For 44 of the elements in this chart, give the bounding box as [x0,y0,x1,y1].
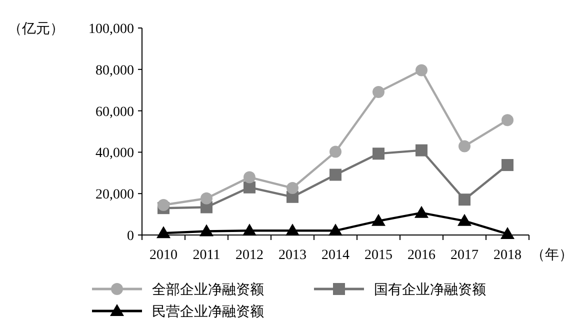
point [242,224,256,236]
y-tick-label: 100,000 [88,22,134,37]
y-axis-title: （亿元） [8,21,64,37]
legend-label: 民营企业净融资额 [152,304,264,320]
y-tick-label: 40,000 [96,146,134,162]
x-tick-label: 2013 [278,248,306,263]
point [200,224,214,236]
x-tick-label: 2018 [494,248,522,263]
y-tick-label: 20,000 [96,188,134,203]
x-tick-label: 2011 [192,248,220,263]
point [286,224,300,236]
point [502,114,514,126]
x-tick-label: 2017 [450,248,478,263]
x-tick-label: 2016 [408,248,436,263]
point [330,146,342,158]
point [372,148,384,160]
x-tick-label: 2014 [322,248,350,263]
point [244,171,256,184]
legend-label: 全部企业净融资额 [152,282,264,298]
point [458,194,470,206]
x-axis-title: （年） [531,247,573,263]
y-tick-label: 60,000 [96,104,134,120]
point [372,86,384,98]
point [158,198,170,211]
x-tick-label: 2012 [236,248,264,263]
point [328,224,342,236]
point [416,64,428,76]
point [502,159,514,172]
y-tick-label: 0 [127,229,134,244]
point [416,144,428,156]
x-tick-label: 2010 [150,248,178,263]
point [156,226,170,238]
point [330,168,342,181]
point [500,226,514,239]
point [414,206,428,218]
point [200,192,212,204]
y-tick-label: 80,000 [96,63,134,78]
point [286,182,298,194]
x-tick-label: 2015 [364,248,392,263]
point [244,181,256,194]
point [372,214,386,226]
point [458,140,470,152]
legend-label: 国有企业净融资额 [374,282,486,298]
point [458,214,472,226]
